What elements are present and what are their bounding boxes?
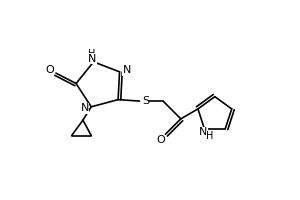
- Text: O: O: [45, 65, 54, 75]
- Text: H: H: [88, 49, 96, 59]
- Text: N: N: [123, 65, 131, 75]
- Text: O: O: [157, 135, 165, 145]
- Text: N: N: [88, 54, 96, 64]
- Text: N: N: [199, 127, 207, 137]
- Text: H: H: [206, 131, 213, 141]
- Text: S: S: [142, 96, 149, 106]
- Text: N: N: [80, 103, 89, 113]
